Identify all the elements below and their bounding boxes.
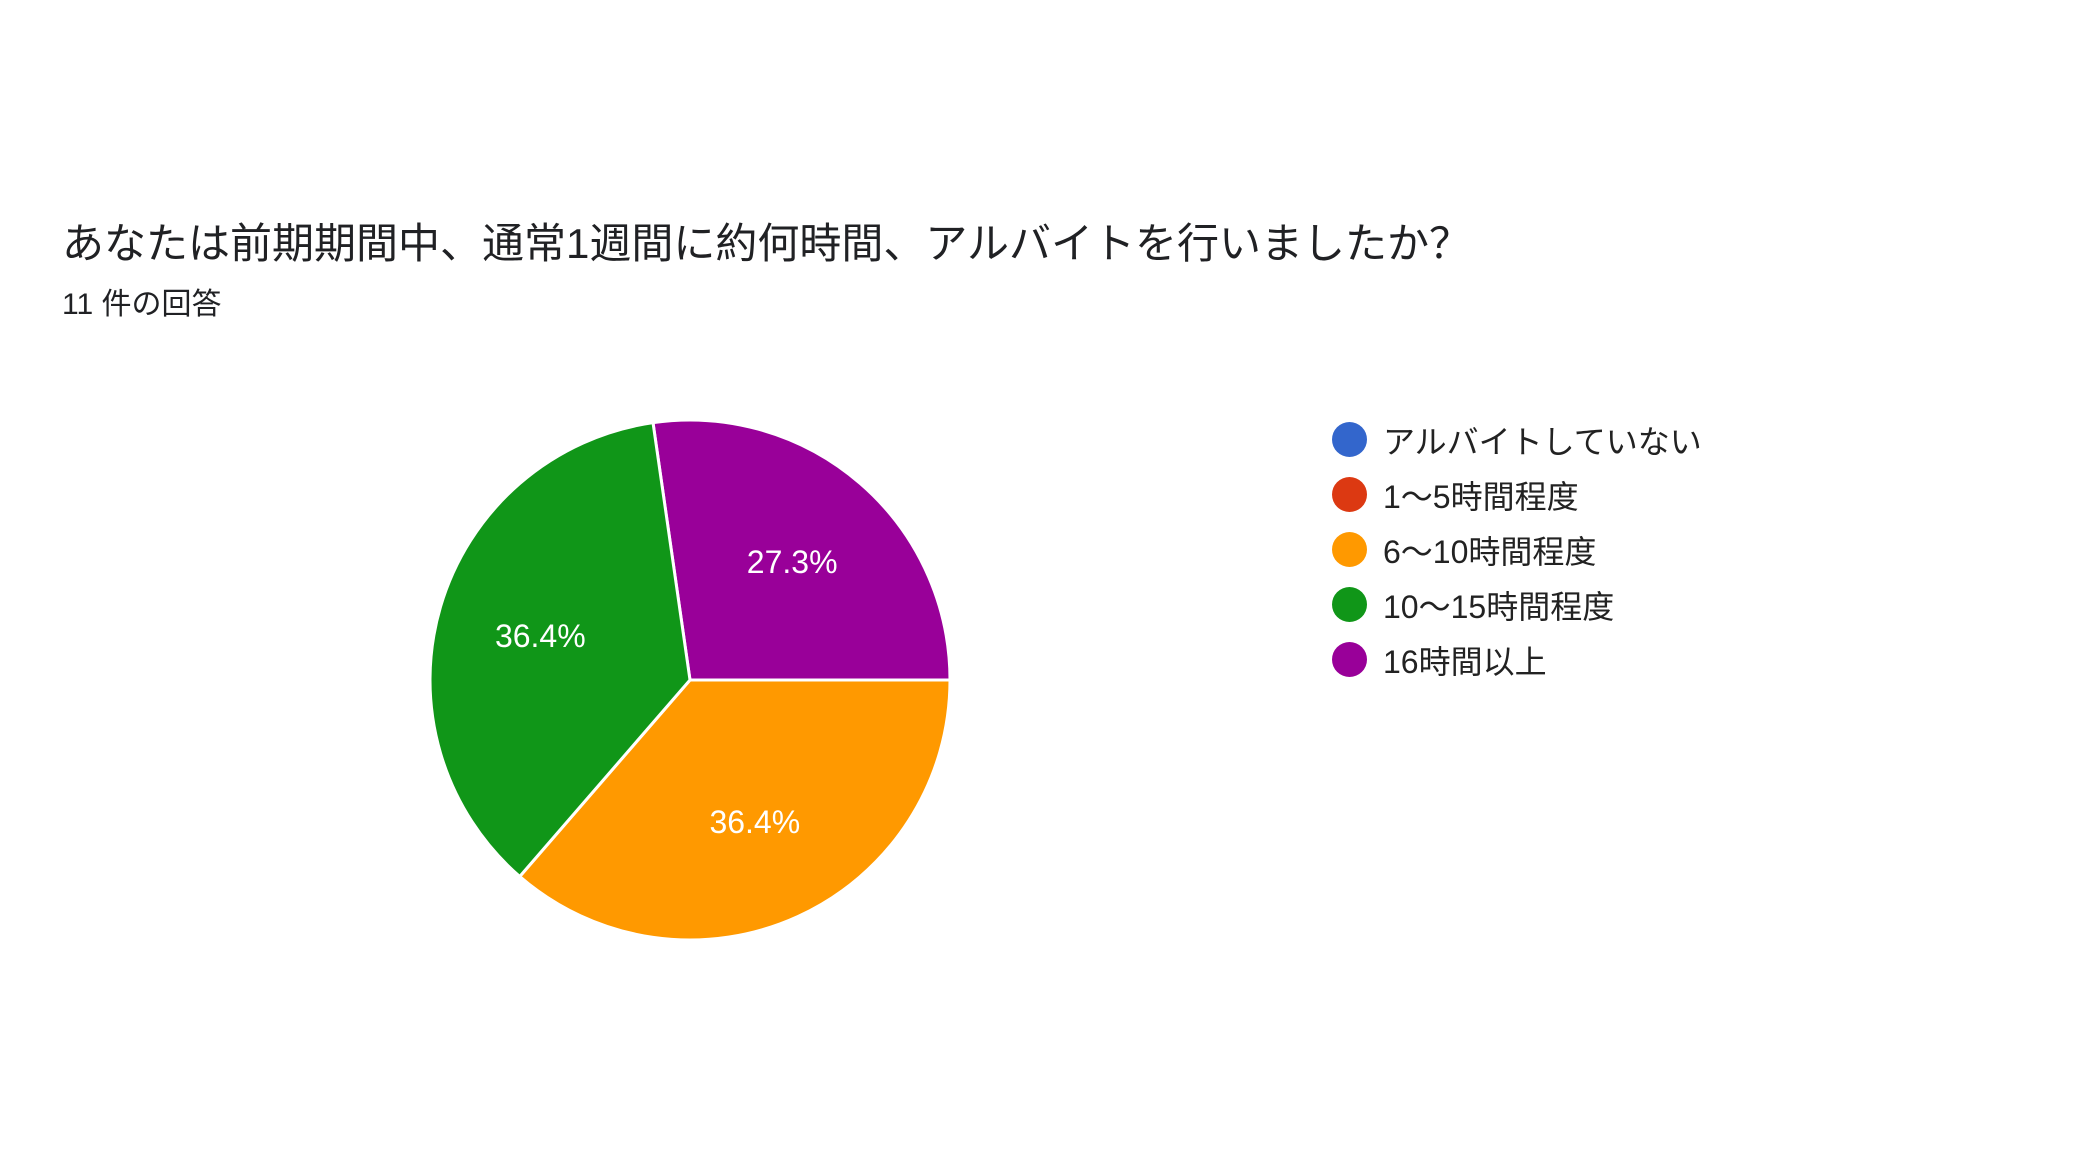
legend-swatch-icon <box>1332 422 1367 457</box>
slice-percent-label: 36.4% <box>495 618 586 654</box>
slice-percent-label: 36.4% <box>709 804 800 840</box>
legend-item[interactable]: 1～5時間程度 <box>1332 467 1702 522</box>
legend-swatch-icon <box>1332 642 1367 677</box>
legend-item[interactable]: 16時間以上 <box>1332 632 1702 687</box>
chart-legend: アルバイトしていない 1～5時間程度 6～10時間程度 10～15時間程度 16時間以上 <box>1332 412 1702 687</box>
slice-percent-label: 27.3% <box>747 544 838 580</box>
legend-label: 10～15時間程度 <box>1383 588 1615 625</box>
legend-label: 6～10時間程度 <box>1383 533 1597 570</box>
legend-swatch-icon <box>1332 587 1367 622</box>
pie-slice <box>651 418 952 682</box>
legend-swatch-icon <box>1332 477 1367 512</box>
pie-slice <box>428 420 692 879</box>
legend-item[interactable]: アルバイトしていない <box>1332 412 1702 467</box>
legend-label: アルバイトしていない <box>1383 423 1702 460</box>
question-title: あなたは前期期間中、通常1週間に約何時間、アルバイトを行いましたか？ <box>62 220 1471 267</box>
legend-label: 1～5時間程度 <box>1383 478 1579 515</box>
legend-swatch-icon <box>1332 532 1367 567</box>
legend-item[interactable]: 10～15時間程度 <box>1332 577 1702 632</box>
pie-slice <box>517 678 952 942</box>
legend-item[interactable]: 6～10時間程度 <box>1332 522 1702 577</box>
legend-label: 16時間以上 <box>1383 643 1547 680</box>
response-count: 11 件の回答 <box>62 288 222 321</box>
